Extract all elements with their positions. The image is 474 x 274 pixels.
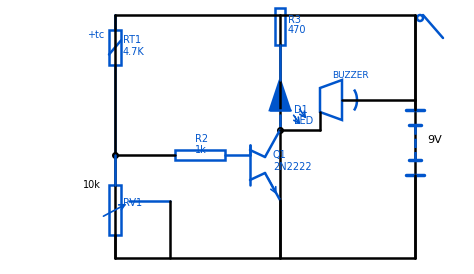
Text: 470: 470: [288, 25, 307, 35]
Text: 10k: 10k: [83, 180, 101, 190]
Text: R2: R2: [195, 134, 208, 144]
Text: D1: D1: [294, 105, 308, 115]
Text: Q1: Q1: [273, 150, 287, 160]
Text: R3: R3: [288, 15, 301, 25]
Bar: [275, 8, 285, 45]
Text: 2N2222: 2N2222: [273, 162, 311, 172]
Polygon shape: [270, 80, 290, 110]
Text: +tc: +tc: [87, 30, 104, 40]
Text: RV1: RV1: [123, 198, 142, 208]
Bar: [109, 30, 121, 65]
Text: 9V: 9V: [427, 135, 442, 145]
Text: 4.7K: 4.7K: [123, 47, 145, 57]
Text: 1k: 1k: [195, 145, 207, 155]
Text: LED: LED: [294, 116, 313, 126]
Bar: [175, 150, 225, 160]
Text: RT1: RT1: [123, 35, 141, 45]
Bar: [109, 185, 121, 235]
Text: BUZZER: BUZZER: [332, 72, 369, 81]
